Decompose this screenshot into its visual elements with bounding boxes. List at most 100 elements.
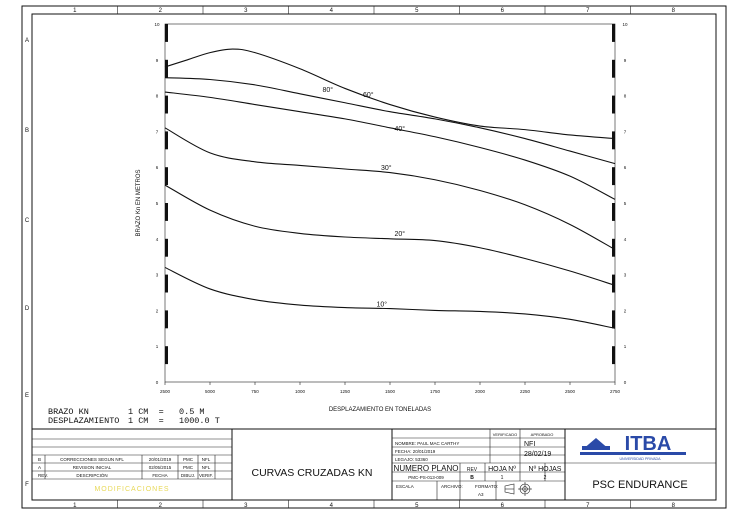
rev-header-date: FECHA — [152, 473, 167, 478]
escala-label: ESCALA — [396, 484, 414, 489]
curve-label-40deg: 40° — [395, 125, 406, 133]
ruler-segment — [165, 310, 168, 329]
row-label-F: F — [25, 482, 29, 488]
rev-row-b-verif: NFL — [202, 457, 211, 462]
curve-label-20deg: 20° — [395, 230, 406, 238]
rev-row-b-date: 20/01/2019 — [149, 457, 172, 462]
column-label-3: 3 — [244, 503, 248, 509]
ruler-segment — [612, 274, 615, 293]
hoja-value: 1 — [501, 475, 504, 481]
row-label-E: E — [25, 393, 29, 399]
ruler-segment — [612, 167, 615, 186]
curve-label-10deg: 10° — [377, 301, 388, 309]
column-label-6: 6 — [501, 503, 505, 509]
ruler-segment — [612, 131, 615, 150]
column-label-5: 5 — [415, 8, 419, 14]
rev-row-b-dibu: PMC — [183, 457, 194, 462]
rev-header-rev: REV. — [38, 473, 48, 478]
rev-row-a-dibu: PMC — [183, 465, 194, 470]
logo-text: ITBA — [625, 433, 672, 455]
row-label-C: C — [25, 218, 30, 224]
logo-subtitle: UNIVERSIDAD PRIVADA — [619, 457, 661, 461]
ruler-segment — [612, 24, 615, 42]
y-tick-label: 8 — [156, 94, 159, 99]
rev-row-a-rev: A — [38, 465, 41, 470]
y-axis-label: BRAZO Kn EN METROS — [136, 169, 142, 236]
y-tick-label: 4 — [156, 237, 159, 242]
column-label-4: 4 — [330, 8, 334, 14]
scale-brazo-label: BRAZO KN — [48, 407, 89, 417]
row-labels: A B C D E F — [25, 38, 30, 488]
archivo-label: ARCHIVO: — [441, 484, 463, 489]
x-axis-label: DESPLAZAMIENTO EN TONELADAS — [329, 407, 431, 413]
modificaciones-label: MODIFICACIONES — [94, 486, 169, 493]
curve-label-60deg: 60° — [363, 91, 374, 99]
column-label-4: 4 — [330, 503, 334, 509]
x-tick-label: 2500 — [565, 389, 576, 394]
rev-header-dibu: DIBUJ. — [181, 473, 195, 478]
y-tick-label: 5 — [156, 201, 159, 206]
title-block — [32, 428, 716, 500]
ruler-segment — [165, 167, 168, 186]
rev-row-b-desc: CORRECCIONES SEGUN NFL — [60, 457, 124, 462]
y-tick-label: 2 — [156, 308, 159, 313]
author-legajo: LEGAJO: 53360 — [395, 457, 428, 462]
ruler-segment — [165, 24, 168, 42]
revisions-table: B CORRECCIONES SEGUN NFL 20/01/2019 PMC … — [38, 457, 213, 493]
y-tick-label-right: 5 — [624, 201, 627, 206]
x-axis-ticks: 2500 5000 750 1000 1250 1500 1750 2000 2250 2500 2… — [160, 382, 621, 394]
y-tick-label: 7 — [156, 129, 159, 134]
column-label-2: 2 — [159, 8, 163, 14]
y-tick-label: 3 — [156, 273, 159, 278]
x-tick-label: 2000 — [475, 389, 486, 394]
projection-symbol-icon — [504, 482, 532, 496]
rev-value: B — [470, 475, 474, 481]
aprobado-date: 28/02/19 — [524, 451, 551, 458]
column-label-7: 7 — [586, 8, 590, 14]
curve-60deg — [164, 77, 616, 165]
column-labels: 1 1 2 2 3 3 4 4 5 5 6 6 7 7 8 8 — [73, 6, 676, 509]
scale-desp-label: DESPLAZAMIENTO — [48, 416, 119, 426]
ruler-segment — [612, 203, 615, 221]
y-tick-label: 10 — [154, 22, 160, 27]
kn-curves — [164, 48, 616, 329]
ruler-segment — [612, 59, 615, 78]
x-tick-label: 5000 — [205, 389, 216, 394]
scale-brazo-value: 1 CM = 0.5 M — [128, 407, 205, 417]
ruler-segment — [612, 310, 615, 329]
x-tick-label: 2500 — [160, 389, 171, 394]
row-label-A: A — [25, 38, 29, 44]
curve-20deg — [164, 184, 616, 286]
ruler-segment — [612, 346, 615, 365]
column-label-6: 6 — [501, 8, 505, 14]
aprobado-name: NFI — [524, 441, 535, 448]
row-label-B: B — [25, 128, 29, 134]
y-tick-label-right: 0 — [624, 380, 627, 385]
ruler-segment — [165, 238, 168, 257]
y-tick-label-right: 9 — [624, 58, 627, 63]
curve-30deg — [164, 127, 616, 251]
y-tick-label-right: 1 — [624, 344, 627, 349]
aprobado-label: APROBADO — [531, 432, 554, 437]
drawing-title: CURVAS CRUZADAS KN — [252, 467, 373, 479]
x-tick-label: 2250 — [520, 389, 531, 394]
curve-80deg — [164, 48, 616, 140]
y-tick-label: 0 — [156, 380, 159, 385]
rev-row-a-desc: REVISION INICIAL — [73, 465, 112, 470]
curve-40deg — [164, 91, 616, 200]
rev-header-verif: VERIF. — [199, 473, 213, 478]
ruler-segment — [165, 203, 168, 221]
y-tick-label-right: 4 — [624, 237, 627, 242]
drawing-info: NOMBRE: PAUL MAC CARTHY FECHA: 20/01/201… — [394, 432, 562, 497]
curve-label-30deg: 30° — [381, 164, 392, 172]
x-tick-label: 1500 — [385, 389, 396, 394]
column-label-2: 2 — [159, 503, 163, 509]
scale-note: BRAZO KN 1 CM = 0.5 M DESPLAZAMIENTO 1 C… — [48, 407, 220, 426]
numero-plano-label: NUMERO PLANO — [394, 464, 459, 473]
column-label-3: 3 — [244, 8, 248, 14]
y-tick-label-right: 7 — [624, 129, 627, 134]
itba-logo: ITBA UNIVERSIDAD PRIVADA — [580, 433, 686, 461]
formato-label: FORMATO: — [475, 484, 498, 489]
rev-row-a-date: 02/05/2015 — [149, 465, 172, 470]
y-tick-label-right: 10 — [622, 22, 628, 27]
